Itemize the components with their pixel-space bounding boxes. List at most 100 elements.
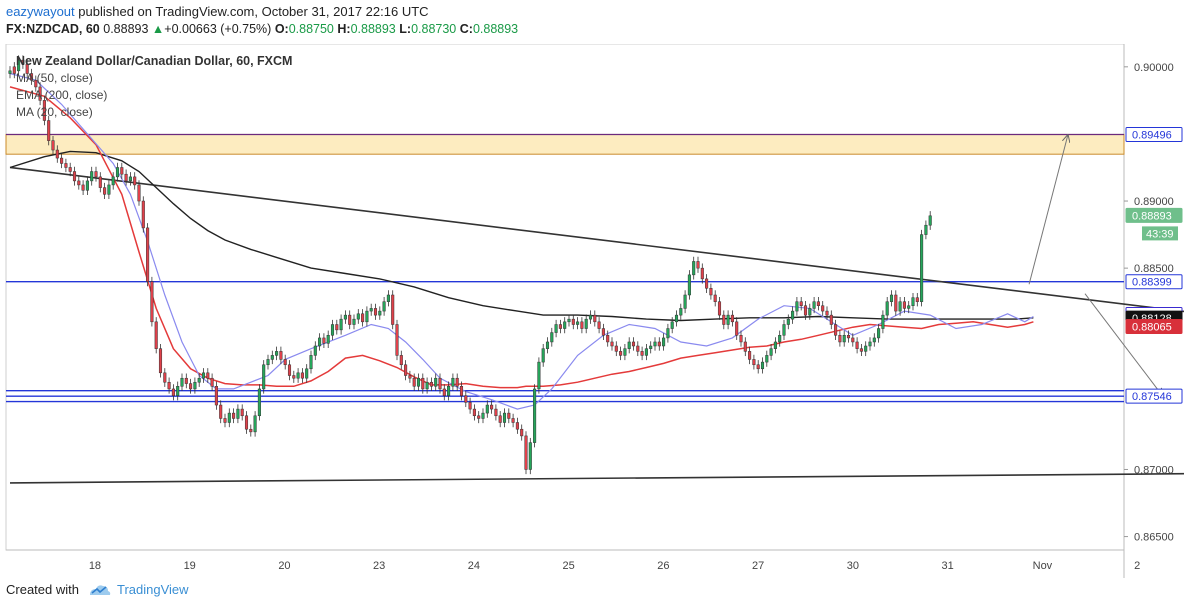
tradingview-logo-icon <box>90 585 111 595</box>
candle-body <box>197 377 201 383</box>
candle-body <box>55 149 59 159</box>
projection-arrow <box>1028 135 1068 285</box>
candle-body <box>881 314 885 329</box>
candle-body <box>459 386 464 396</box>
candle-body <box>240 408 244 417</box>
candle-body <box>429 381 433 387</box>
candle-body <box>318 337 322 347</box>
candle-body <box>571 318 575 325</box>
candle-body <box>821 305 825 312</box>
candle-body <box>507 412 511 419</box>
price-chart[interactable]: 0.90000 0.89000 0.88500 0.87000 0.86500 18 19 2… <box>0 44 1184 578</box>
candle-body <box>266 359 270 366</box>
author-link[interactable]: eazywayout <box>6 4 75 19</box>
candle-body <box>889 294 894 302</box>
candle-body <box>778 335 782 343</box>
candle-body <box>760 361 765 370</box>
x-tick-label: Nov <box>1033 560 1053 572</box>
candle-body <box>580 321 584 329</box>
candle-body <box>868 341 872 347</box>
candle-body <box>275 351 279 356</box>
candle-body <box>735 321 739 336</box>
candle-body <box>72 171 77 182</box>
candle-body <box>60 157 64 164</box>
candle-body <box>502 412 507 423</box>
candle-body <box>352 318 356 325</box>
candle-body <box>124 173 128 182</box>
candle-body <box>795 301 799 312</box>
candle-body <box>614 345 618 352</box>
candle-body <box>244 415 249 430</box>
candle-body <box>649 345 653 349</box>
plot-area <box>5 44 1125 551</box>
candle-body <box>12 66 16 74</box>
candle-body <box>846 335 851 339</box>
candle-body <box>107 184 111 195</box>
candle-body <box>782 324 786 336</box>
candle-body <box>98 176 102 188</box>
candle-body <box>391 294 395 325</box>
price-label-box <box>1125 319 1183 335</box>
candle-body <box>270 355 274 360</box>
candle-body <box>236 408 240 419</box>
candle-body <box>610 341 614 347</box>
y-tick-label: 0.88500 <box>1134 263 1174 275</box>
candle-body <box>520 428 524 437</box>
candle-body <box>898 301 902 312</box>
legend-study: MA (50, close) <box>16 71 93 85</box>
resistance-zone <box>5 133 1125 155</box>
candle-body <box>808 308 812 316</box>
price-label-text: 0.87546 <box>1132 391 1172 403</box>
candle-body <box>25 63 29 74</box>
candle-body <box>537 361 541 390</box>
candle-body <box>619 351 623 356</box>
candle-body <box>326 335 330 344</box>
candle-body <box>214 386 218 406</box>
candle-body <box>576 321 580 325</box>
candle-body <box>515 422 519 430</box>
ma50-line <box>9 86 1034 389</box>
candle-body <box>597 321 601 329</box>
candle-body <box>249 428 253 433</box>
tradingview-link[interactable]: TradingView <box>117 582 189 597</box>
candle-body <box>756 364 760 370</box>
candle-body <box>687 274 691 296</box>
candle-body <box>726 314 730 325</box>
countdown-box <box>1142 226 1178 241</box>
legend-study: EMA (200, close) <box>16 88 107 102</box>
candle-body <box>201 372 206 379</box>
candle-body <box>588 314 593 320</box>
legend-title: New Zealand Dollar/Canadian Dollar, 60, … <box>16 54 292 68</box>
candle-body <box>713 294 717 302</box>
candle-body <box>541 348 545 363</box>
candle-body <box>717 301 722 316</box>
candle-body <box>752 359 756 366</box>
candle-body <box>834 324 838 336</box>
y-tick-label: 0.87000 <box>1134 464 1174 476</box>
candle-body <box>287 364 292 376</box>
candle-body <box>692 261 696 276</box>
ema200-line <box>9 150 1034 322</box>
candle-body <box>154 321 158 349</box>
price-label-box <box>1125 388 1183 404</box>
y-tick-label: 0.86500 <box>1134 532 1174 544</box>
candle-body <box>81 184 85 191</box>
candle-body <box>842 335 846 343</box>
close-value: 0.88893 <box>472 22 519 36</box>
candle-body <box>232 412 236 419</box>
x-tick-label: 20 <box>278 560 290 572</box>
candle-body <box>498 415 502 423</box>
x-tick-label: 2 <box>1134 560 1140 572</box>
symbol-label: FX:NZDCAD, 60 <box>6 22 100 36</box>
close-label: C: <box>459 22 473 36</box>
price-label-text: 0.88893 <box>1132 210 1172 222</box>
candle-body <box>825 310 829 316</box>
candle-body <box>455 377 459 387</box>
candle-body <box>859 348 863 352</box>
candle-body <box>369 308 373 312</box>
candle-body <box>412 377 416 387</box>
candle-body <box>283 359 287 366</box>
x-tick-label: 30 <box>847 560 859 572</box>
x-tick-label: 24 <box>468 560 480 572</box>
candle-body <box>907 305 911 309</box>
